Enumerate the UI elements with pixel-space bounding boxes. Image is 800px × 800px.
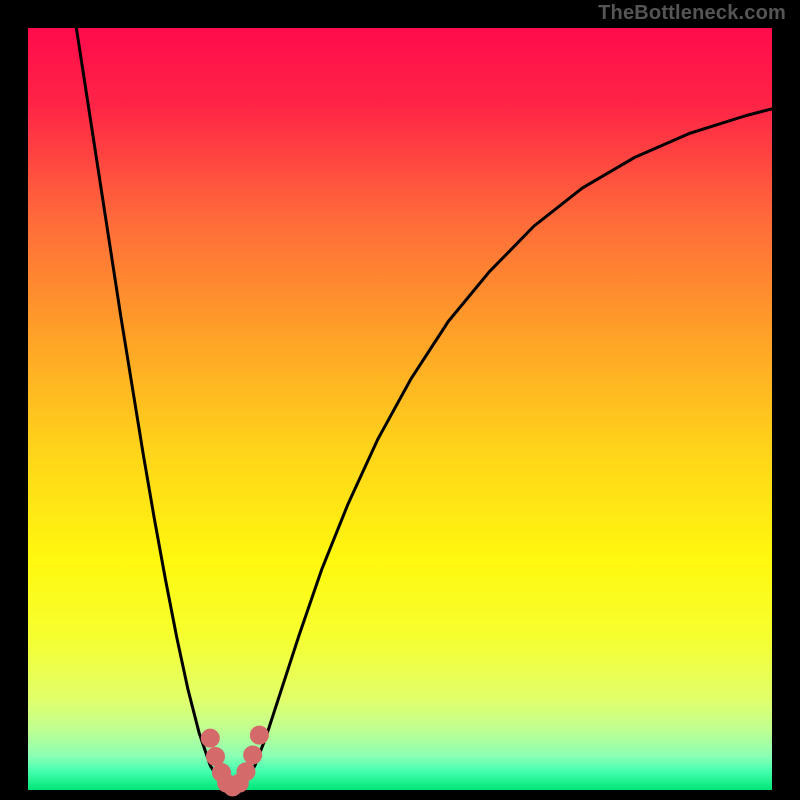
marker-dot [244,746,262,764]
marker-dot [206,747,224,765]
chart-svg [0,0,800,800]
marker-dot [201,729,219,747]
chart-stage: TheBottleneck.com [0,0,800,800]
plot-background [28,28,772,790]
marker-dot [237,763,255,781]
watermark-text: TheBottleneck.com [598,2,786,25]
marker-dot [250,726,268,744]
